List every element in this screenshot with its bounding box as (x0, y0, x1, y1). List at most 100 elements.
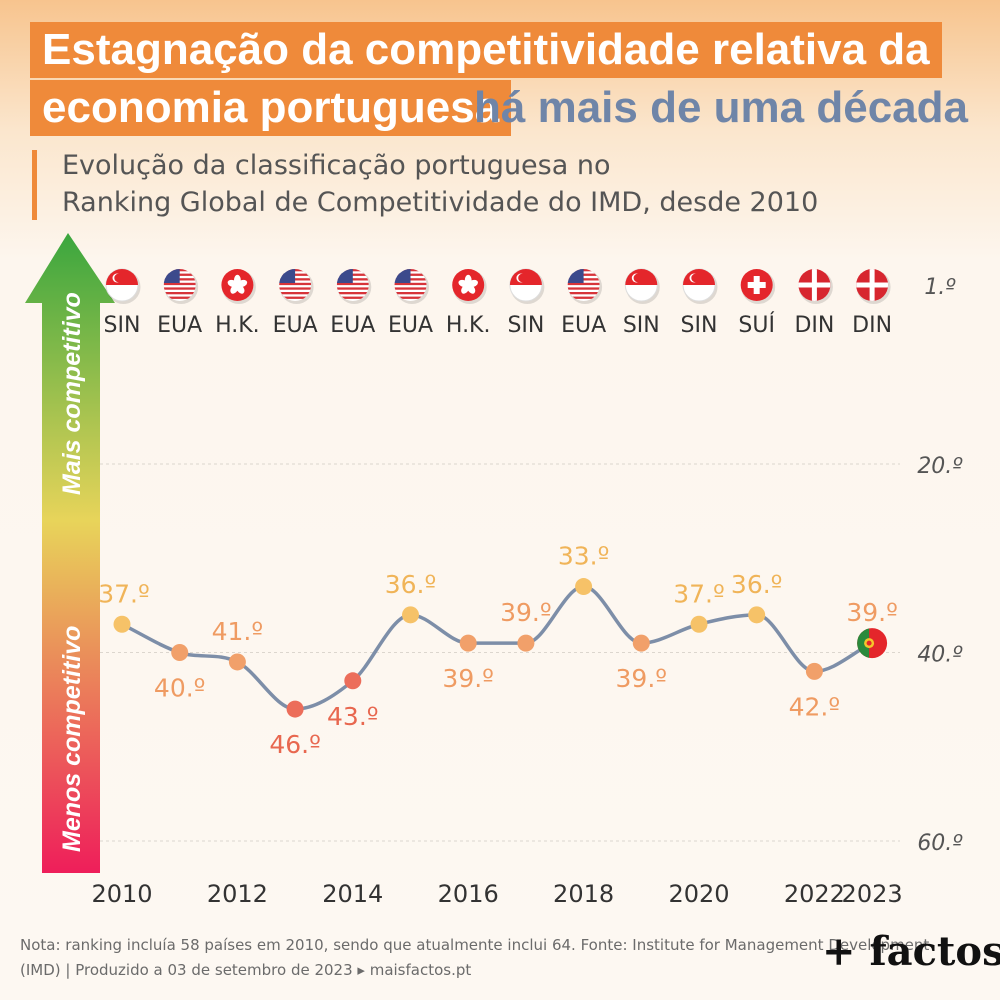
data-point (690, 615, 708, 633)
ranking-line (120, 584, 874, 711)
y-tick-label: 60.º (917, 831, 963, 856)
flag-stripe (279, 282, 312, 286)
data-labels: 37.º40.º41.º46.º43.º36.º39.º39.º33.º39.º… (98, 542, 898, 760)
y-tick-label: 20.º (917, 454, 963, 479)
leader-code: SIN (104, 313, 141, 338)
flag-canton (163, 269, 180, 283)
data-point (402, 606, 419, 624)
data-label: 33.º (558, 542, 610, 571)
flag-stripe (336, 287, 369, 290)
flag-stripe (394, 292, 427, 295)
flag-stripe (394, 287, 427, 290)
data-point (344, 672, 362, 690)
flag-cross-h (747, 282, 766, 288)
singapore-flag (624, 268, 660, 304)
flag-stripe (279, 296, 312, 299)
denmark-flag (798, 269, 833, 304)
flag-stripe (567, 292, 600, 295)
subtitle-line-2: Ranking Global de Competitividade do IMD… (62, 187, 819, 218)
flag-canton (567, 269, 584, 283)
data-label: 46.º (269, 730, 321, 759)
footnote-line-2: (IMD) | Produzido a 03 de setembro de 20… (20, 961, 472, 979)
flag-stripe (336, 282, 369, 286)
flag-moon-cut (114, 273, 123, 283)
data-point (805, 662, 823, 680)
title-highlight: há mais de uma década (474, 83, 968, 132)
x-tick-label: 2012 (207, 880, 268, 908)
data-point (632, 634, 650, 652)
y-tick-label: 1.º (924, 275, 956, 300)
flag-stripe (163, 282, 196, 286)
title-line-2: economia portuguesa (30, 80, 512, 136)
flag-canton (394, 269, 411, 283)
portugal-flag (857, 628, 888, 659)
data-label: 37.º (98, 579, 150, 608)
flag-canton (336, 269, 353, 283)
data-point (517, 634, 535, 652)
leader-code: DIN (852, 313, 892, 338)
leader-code: EUA (157, 313, 202, 338)
data-point (171, 644, 189, 662)
data-point (575, 578, 593, 596)
flag-cross-v (869, 269, 875, 301)
leader-code: EUA (273, 313, 318, 338)
y-tick-label: 40.º (917, 643, 963, 668)
x-tick-label: 2018 (553, 880, 614, 908)
flag-stripe (394, 282, 427, 286)
flag-stripe (567, 282, 600, 286)
flag-moon-cut (633, 273, 642, 283)
usa-flag (336, 269, 372, 304)
arrow-bottom-label: Menos competitivo (58, 626, 86, 852)
leader-code: SIN (623, 313, 660, 338)
leader-code: EUA (388, 313, 433, 338)
data-point (228, 653, 246, 671)
arrow-top-label: Mais competitivo (58, 292, 86, 495)
singapore-flag (105, 268, 141, 304)
data-label: 40.º (154, 674, 206, 703)
flag-stripe (336, 292, 369, 295)
leader-code: SUÍ (738, 312, 775, 338)
flag-stripe (567, 296, 600, 299)
x-tick-label: 2014 (322, 880, 383, 908)
singapore-flag (509, 268, 545, 304)
factos-logo: + factos (822, 928, 1000, 975)
x-tick-label: 2023 (842, 880, 903, 908)
title-line-1: Estagnação da competitividade relativa d… (30, 22, 942, 78)
flag-stripe (163, 292, 196, 295)
flag-stripe (567, 287, 600, 290)
denmark-flag (856, 269, 891, 304)
data-label: 39.º (500, 598, 552, 627)
data-label: 36.º (385, 570, 437, 599)
leader-code: SIN (681, 313, 718, 338)
leader-code: DIN (794, 313, 834, 338)
x-tick-label: 2010 (91, 880, 152, 908)
leader-flags: SIN EUA H.K. EUA EUA EUA H.K. SIN EUA SIN SIN SUÍ DI… (104, 268, 892, 338)
data-label: 41.º (212, 617, 264, 646)
flag-stripe (336, 296, 369, 299)
data-point (748, 606, 766, 624)
x-tick-label: 2016 (438, 880, 499, 908)
gridlines (100, 463, 900, 842)
leader-code: SIN (507, 313, 544, 338)
data-point (459, 634, 477, 652)
flag-stripe (279, 287, 312, 290)
usa-flag (394, 269, 429, 304)
y-axis-ticks: 1.º 20.º 40.º 60.º (917, 275, 963, 856)
flag-moon-cut (691, 273, 700, 283)
leader-code: H.K. (446, 313, 491, 338)
hong-kong-flag (221, 269, 256, 304)
data-label: 37.º (673, 579, 725, 608)
arrow-shape (25, 233, 115, 873)
leader-code: EUA (561, 313, 606, 338)
flag-stripe (163, 287, 196, 290)
switzerland-flag (740, 269, 776, 304)
subtitle-accent-bar (32, 150, 37, 220)
leader-code: H.K. (215, 313, 260, 338)
x-tick-label: 2020 (668, 880, 729, 908)
flag-stripe (163, 296, 196, 299)
leader-code: EUA (330, 313, 375, 338)
flag-green (857, 628, 870, 659)
data-label: 39.º (442, 664, 494, 693)
data-label: 42.º (789, 692, 841, 721)
